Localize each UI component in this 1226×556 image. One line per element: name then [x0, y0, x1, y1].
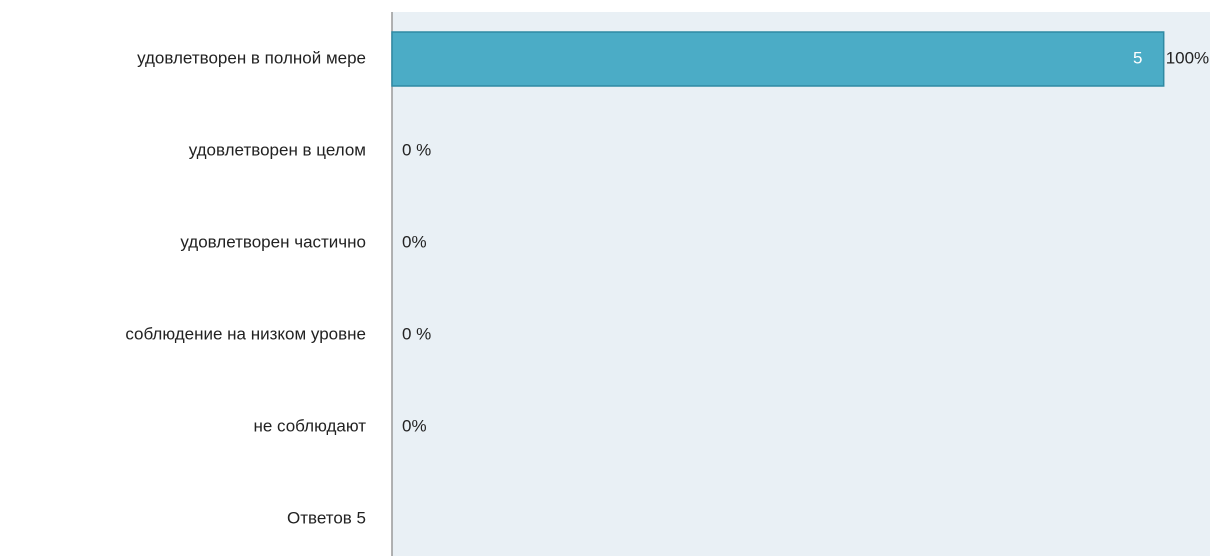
- category-label: не соблюдают: [253, 416, 366, 435]
- footer-label: Ответов 5: [287, 508, 366, 527]
- bar: [391, 31, 1165, 87]
- percent-label: 0%: [402, 416, 427, 435]
- category-label: удовлетворен в полной мере: [137, 48, 366, 67]
- category-label: удовлетворен частично: [180, 232, 366, 251]
- percent-label: 0 %: [402, 324, 431, 343]
- percent-label: 0%: [402, 232, 427, 251]
- category-label: соблюдение на низком уровне: [125, 324, 366, 343]
- percent-label: 100%: [1166, 48, 1209, 67]
- count-label: 5: [1133, 48, 1142, 67]
- category-label: удовлетворен в целом: [189, 140, 366, 159]
- percent-label: 0 %: [402, 140, 431, 159]
- plot-background: [392, 12, 1210, 556]
